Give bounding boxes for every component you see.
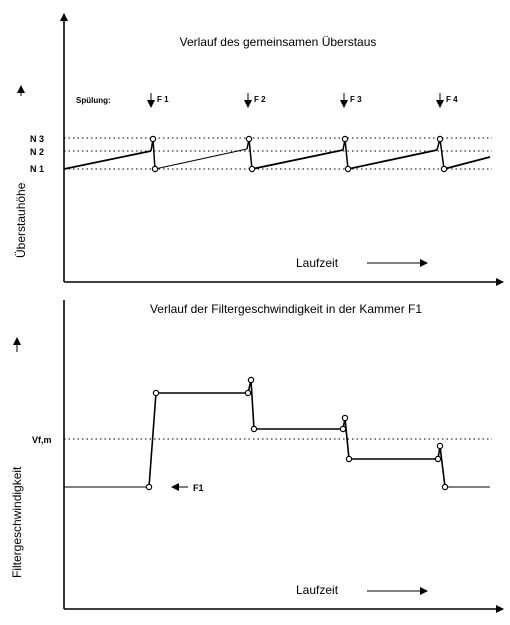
curve-node: [341, 135, 349, 143]
mean-velocity-label: Vf,m: [32, 435, 52, 445]
velocity-nodes: [145, 376, 449, 491]
bottom-title: Verlauf der Filtergeschwindigkeit in der…: [150, 302, 422, 316]
curve-node: [248, 165, 256, 173]
curve-node: [149, 135, 157, 143]
curve-node: [339, 425, 347, 433]
curve-node: [436, 135, 444, 143]
curve-node: [250, 425, 258, 433]
curve-node: [440, 165, 448, 173]
filter-velocity-curve: [64, 379, 490, 488]
level-n2-label: N 2: [30, 147, 44, 157]
top-title: Verlauf des gemeinsamen Überstaus: [180, 35, 377, 49]
rinse-event-f3-label: F 3: [350, 95, 362, 104]
curve-node: [145, 483, 153, 491]
top-panel: Verlauf des gemeinsamen Überstaus Überst…: [14, 13, 504, 286]
water-level-curve: [63, 138, 491, 170]
curve-node: [151, 165, 159, 173]
top-y-label: Überstauhöhe: [14, 182, 28, 258]
rinse-event-f3: F 3: [340, 93, 362, 108]
rinse-label: Spülung:: [76, 96, 111, 105]
curve-node: [344, 165, 352, 173]
bottom-x-label: Laufzeit: [296, 583, 339, 597]
curve-node: [345, 455, 353, 463]
curve-node: [244, 389, 252, 397]
bottom-y-label: Filtergeschwindigkeit: [10, 466, 24, 578]
rinse-event-f1-label: F 1: [157, 95, 169, 104]
curve-node: [247, 376, 255, 384]
curve-node: [245, 135, 253, 143]
rinse-event-f2-label: F 2: [254, 95, 266, 104]
curve-node: [434, 455, 442, 463]
bottom-panel: Verlauf der Filtergeschwindigkeit in der…: [10, 300, 504, 613]
curve-node: [436, 442, 444, 450]
curve-node: [341, 414, 349, 422]
rinse-event-f4: F 4: [436, 93, 458, 108]
level-n3-label: N 3: [30, 134, 44, 144]
rinse-event-f1: F 1: [147, 93, 169, 108]
top-x-label: Laufzeit: [296, 256, 339, 270]
curve-nodes: [149, 135, 448, 173]
rinse-event-f2: F 2: [244, 93, 266, 108]
chamber-marker-label: F1: [193, 483, 204, 493]
curve-node: [152, 389, 160, 397]
rinse-event-f4-label: F 4: [446, 95, 458, 104]
curve-node: [441, 483, 449, 491]
level-n1-label: N 1: [30, 164, 44, 174]
